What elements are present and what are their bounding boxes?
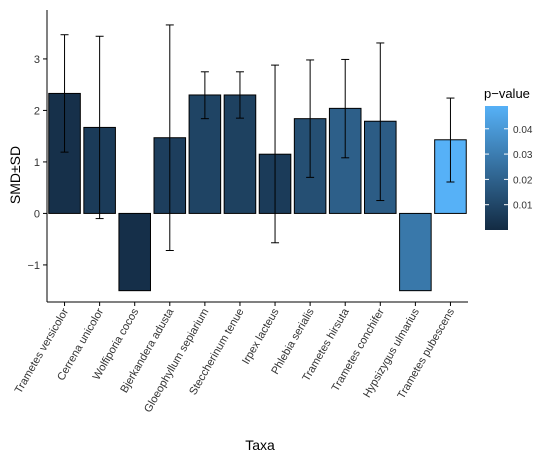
bar — [118, 212, 151, 292]
x-tick-label: Irpex lacteus — [240, 306, 282, 366]
legend-title: p−value — [484, 86, 530, 101]
legend-tick-label: 0.01 — [513, 201, 533, 212]
legend-tick-label: 0.02 — [513, 175, 533, 186]
bars-layer — [48, 92, 467, 292]
legend-tick-label: 0.03 — [513, 150, 533, 161]
legend-ticks: 0.01 0.02 0.03 0.04 — [485, 125, 533, 212]
error-bar — [165, 24, 174, 252]
y-axis-label: SMD±SD — [7, 146, 23, 204]
bar — [188, 94, 222, 214]
legend-colorbar — [485, 106, 508, 230]
x-tick-label: Trametes versicolor — [13, 306, 72, 396]
y-tick-label: 1 — [34, 157, 40, 169]
error-bar — [60, 34, 69, 153]
x-tick-label: Gloeophyllum sepiarium — [142, 307, 211, 415]
errorbars-layer — [60, 24, 455, 252]
bar — [223, 94, 257, 214]
error-bar — [341, 58, 350, 159]
y-tick-label: 3 — [34, 54, 40, 66]
error-bar — [95, 35, 104, 220]
error-bar — [376, 42, 385, 202]
x-axis-label: Taxa — [245, 437, 275, 453]
y-tick-label: 0 — [34, 208, 40, 220]
error-bar — [235, 71, 244, 119]
bar — [399, 212, 432, 292]
y-ticks: −1 0 1 2 3 — [27, 54, 47, 272]
color-legend: p−value 0.01 0.02 0.03 0.04 — [484, 86, 533, 230]
error-bar — [271, 64, 280, 244]
y-tick-label: −1 — [27, 260, 40, 272]
error-bar — [446, 97, 455, 183]
y-tick-label: 2 — [34, 105, 40, 117]
legend-tick-label: 0.04 — [513, 125, 533, 136]
error-bar — [200, 71, 209, 120]
error-bar — [306, 59, 315, 178]
